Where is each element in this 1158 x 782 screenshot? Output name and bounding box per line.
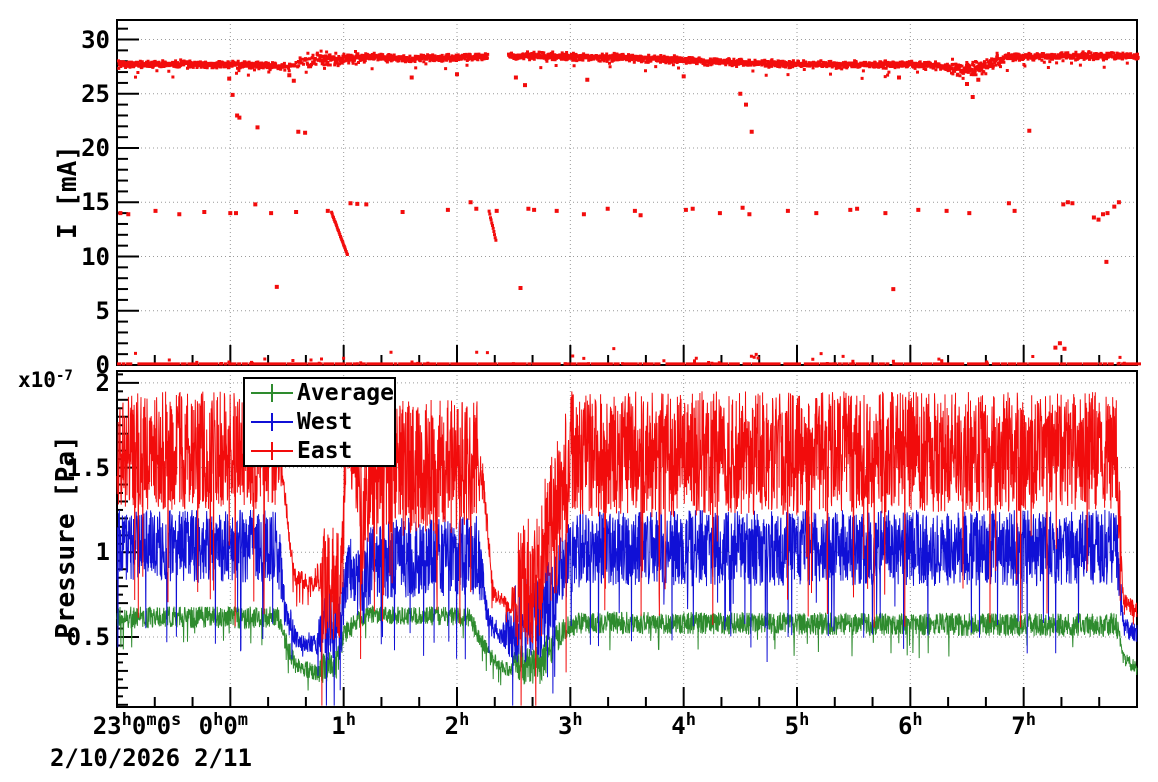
- current-ytick-10: 10: [81, 242, 110, 271]
- multiplier-base: x10: [18, 368, 56, 392]
- x-tick-label-6: 5h: [784, 710, 810, 740]
- legend-row-west: West: [249, 408, 394, 436]
- pressure-series-west: [116, 509, 1138, 706]
- x-tick-unit-sup: h: [459, 710, 470, 730]
- x-tick-unit-sup: s: [171, 710, 182, 730]
- x-tick-main: 3: [557, 712, 573, 740]
- current-ytick-0: 0: [95, 351, 110, 379]
- pressure-ytick-0.5: 0.5: [66, 623, 110, 652]
- pressure-panel-frame: [116, 370, 1138, 708]
- current-ytick-20: 20: [81, 134, 110, 163]
- x-tick-main: 1: [331, 712, 346, 740]
- date-label-start: 2/10/2026: [49, 744, 181, 772]
- multiplier-exponent: -7: [55, 368, 73, 384]
- x-tick-main: 4: [671, 712, 686, 740]
- x-tick-main: 0: [156, 712, 172, 740]
- legend-row-east: East: [249, 437, 394, 465]
- x-tick-main: 2: [444, 712, 460, 740]
- current-panel-data: [117, 49, 1141, 366]
- pressure-series-average: [116, 604, 1138, 691]
- x-tick-unit-sup: h: [572, 710, 583, 730]
- x-tick-unit-sup: h: [345, 710, 357, 730]
- x-tick-unit-sup: m: [237, 710, 249, 730]
- current-main-band: [117, 49, 1140, 80]
- current-ytick-5: 5: [95, 296, 110, 325]
- x-tick-label-0: 23h0m0s: [92, 710, 182, 740]
- axis-ticks: [116, 27, 1138, 707]
- x-tick-label-2: 1h: [331, 710, 357, 740]
- x-tick-label-3: 2h: [444, 710, 470, 740]
- x-tick-label-7: 6h: [897, 710, 923, 740]
- x-tick-label-8: 7h: [1011, 710, 1037, 740]
- pressure-ytick-1.5: 1.5: [66, 453, 110, 482]
- legend-label-average: Average: [297, 380, 394, 407]
- legend-sample-west-line: [251, 412, 293, 431]
- legend-sample-average-line: [251, 384, 293, 403]
- x-tick-unit-sup: h: [121, 710, 132, 730]
- x-tick-unit-sup: h: [1025, 710, 1037, 730]
- x-tick-main: 0: [131, 712, 147, 740]
- x-tick-main: 5: [784, 712, 800, 740]
- x-tick-label-4: 3h: [557, 710, 583, 740]
- date-label-midnight: 2/11: [194, 744, 252, 772]
- x-tick-unit-sup: h: [799, 710, 810, 730]
- current-ytick-30: 30: [81, 25, 110, 54]
- x-tick-main: 23: [92, 712, 122, 740]
- current-axis-title: I [mA]: [53, 145, 83, 239]
- x-tick-main: 7: [1011, 712, 1026, 740]
- pressure-ytick-1: 1: [95, 538, 110, 567]
- x-tick-unit-sup: h: [685, 710, 697, 730]
- legend-row-average: Average: [249, 379, 394, 407]
- x-tick-main: 0: [198, 712, 214, 740]
- x-tick-unit-sup: h: [912, 710, 923, 730]
- pressure-ytick-2: 2: [95, 368, 110, 397]
- x-tick-unit-sup: m: [146, 710, 157, 730]
- x-tick-main: 0: [223, 712, 238, 740]
- pressure-axis-multiplier: x10-7: [18, 368, 73, 392]
- pressure-series-east: [116, 391, 1138, 706]
- current-ytick-15: 15: [81, 188, 110, 217]
- pressure-panel-data: [116, 391, 1138, 706]
- current-zero-line-points: [117, 347, 1141, 366]
- x-tick-main: 6: [897, 712, 913, 740]
- current-ytick-25: 25: [81, 79, 110, 108]
- x-tick-label-1: 0h0m: [198, 710, 249, 740]
- current-scatter-points: [118, 72, 1121, 351]
- current-decay-streaks: [330, 209, 498, 256]
- x-tick-unit-sup: h: [213, 710, 224, 730]
- x-tick-label-5: 4h: [671, 710, 697, 740]
- legend: Average West East: [243, 377, 396, 467]
- legend-sample-east-line: [251, 441, 293, 460]
- legend-label-west: West: [297, 408, 353, 435]
- legend-label-east: East: [297, 437, 353, 464]
